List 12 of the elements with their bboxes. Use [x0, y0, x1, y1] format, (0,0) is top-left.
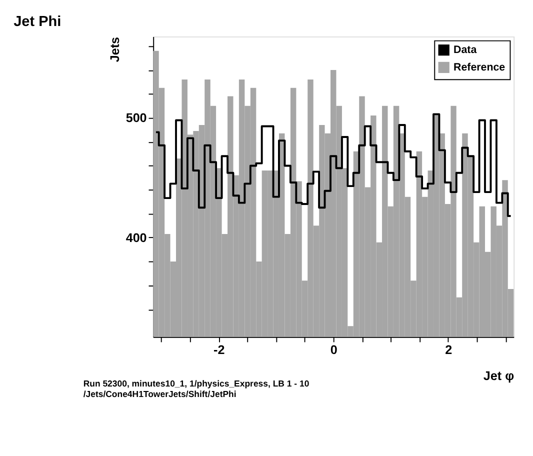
- y-tick-label: 500: [126, 111, 147, 126]
- legend-label: Data: [454, 44, 477, 56]
- text: Run 52300, minutes10_1, 1/physics_Express, LB 1 - 10: [83, 378, 310, 388]
- y-axis-title: Jets: [108, 36, 122, 62]
- y-tick-label: 400: [126, 230, 147, 245]
- text: /Jets/Cone4H1TowerJets/Shift/JetPhi: [83, 388, 236, 399]
- x-axis-title: Jet φ: [483, 369, 514, 383]
- x-tick-label: -2: [214, 342, 225, 357]
- x-tick-label: 0: [330, 342, 338, 357]
- text: Jet Phi: [14, 14, 62, 30]
- x-tick-label: 2: [445, 342, 452, 357]
- legend-label: Reference: [454, 61, 506, 74]
